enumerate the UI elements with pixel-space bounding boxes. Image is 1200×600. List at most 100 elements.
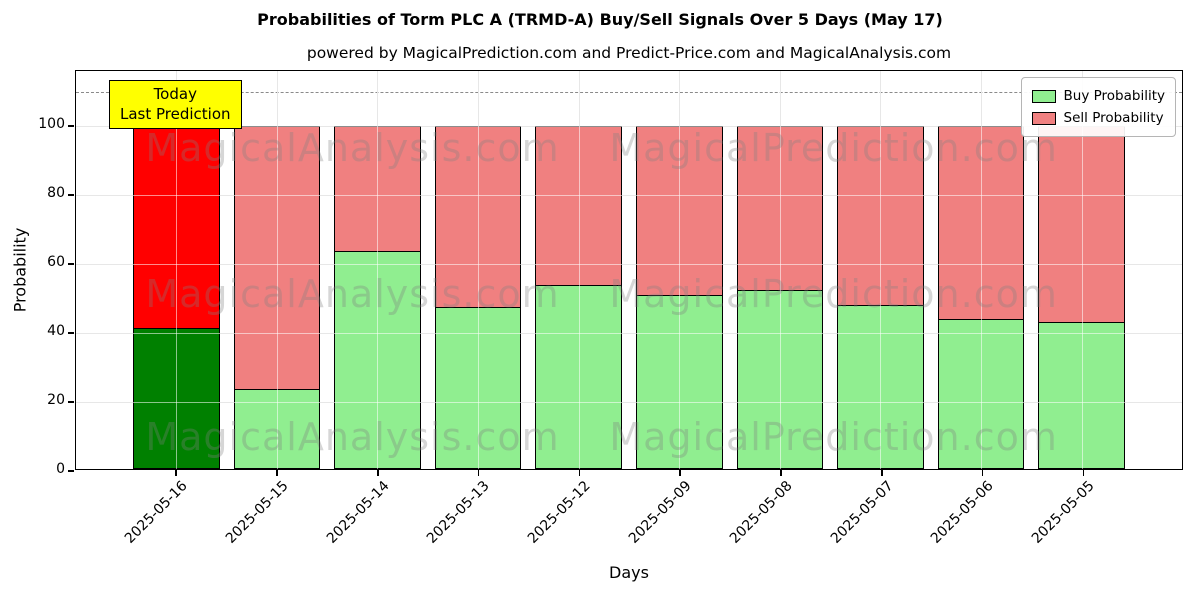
- y-tick-label: 40: [47, 323, 65, 340]
- legend-label-buy: Buy Probability: [1063, 88, 1165, 104]
- x-tick-label: 2025-05-14: [323, 478, 393, 547]
- bar: [736, 125, 824, 469]
- bar-buy-segment: [937, 319, 1025, 469]
- y-tick-label: 100: [38, 116, 65, 133]
- x-tick-label: 2025-05-05: [1029, 478, 1098, 547]
- buy-swatch-icon: [1031, 89, 1056, 103]
- y-tick-label: 20: [47, 392, 65, 409]
- bar-slot: [126, 71, 227, 469]
- y-tick-label: 0: [56, 461, 65, 477]
- bars-row: [76, 71, 1182, 469]
- watermark-text: MagicalAnalysis.com: [145, 125, 560, 170]
- vgrid-line-overlay: [578, 71, 580, 469]
- bar: [636, 125, 723, 469]
- y-tick: [68, 401, 74, 403]
- legend: Buy Probability Sell Probability: [1020, 77, 1176, 137]
- x-tick-label: 2025-05-12: [525, 478, 594, 547]
- y-tick: [68, 125, 74, 127]
- x-tick: [276, 470, 278, 476]
- bar: [434, 125, 522, 469]
- hgrid-line-overlay: [76, 126, 1182, 128]
- today-annotation: Today Last Prediction: [109, 80, 242, 129]
- vgrid-line-overlay: [176, 71, 178, 469]
- hgrid-line-overlay: [76, 333, 1182, 335]
- bar-sell-segment: [837, 125, 924, 307]
- vgrid-line-overlay: [981, 71, 983, 469]
- vgrid-line-overlay: [880, 71, 882, 469]
- bar-sell-segment: [233, 125, 321, 390]
- x-tick: [578, 470, 581, 476]
- x-tick-label: 2025-05-15: [222, 478, 292, 547]
- x-tick: [175, 470, 177, 476]
- vgrid-line-overlay: [478, 71, 480, 469]
- y-tick: [68, 332, 74, 334]
- vgrid-line-overlay: [276, 71, 278, 469]
- sell-swatch-icon: [1031, 111, 1056, 125]
- legend-row-buy: Buy Probability: [1031, 85, 1165, 107]
- x-tick: [1082, 470, 1085, 476]
- x-tick-label: 2025-05-06: [928, 478, 998, 547]
- watermark-text: MagicalPrediction.com: [609, 415, 1058, 460]
- bar-slot: [931, 71, 1032, 469]
- bar-buy-segment: [334, 251, 421, 469]
- bar-slot: [730, 71, 831, 469]
- bar-slot: [227, 71, 328, 469]
- vgrid-line-overlay: [1081, 71, 1083, 469]
- y-tick-label: 60: [47, 254, 65, 271]
- bar-buy-segment: [434, 307, 522, 469]
- bar-slot: [629, 71, 730, 469]
- bar-slot: [528, 71, 629, 469]
- bar: [133, 125, 220, 469]
- bar-sell-segment: [937, 125, 1025, 321]
- y-tick-label: 80: [47, 185, 65, 202]
- x-tick: [377, 470, 379, 476]
- bar-buy-segment: [837, 305, 924, 469]
- bar-sell-segment: [636, 125, 723, 297]
- chart-title: Probabilities of Torm PLC A (TRMD-A) Buy…: [257, 10, 943, 29]
- dashed-threshold-line: [76, 91, 1182, 93]
- bar: [233, 125, 321, 469]
- y-tick: [68, 470, 74, 472]
- bar-sell-segment: [133, 125, 220, 329]
- x-tick: [477, 470, 480, 476]
- y-tick: [68, 263, 74, 265]
- vgrid-line-overlay: [779, 71, 781, 469]
- x-axis-label: Days: [609, 563, 649, 582]
- bar-buy-segment: [1038, 322, 1125, 469]
- bar: [937, 125, 1025, 469]
- annotation-line1: Today: [153, 85, 197, 103]
- bar-buy-segment: [736, 290, 824, 469]
- bar: [535, 125, 622, 469]
- bar: [1038, 125, 1125, 469]
- x-tick: [881, 470, 883, 476]
- y-tick: [68, 194, 74, 196]
- bar-buy-segment: [535, 285, 622, 469]
- x-tick-label: 2025-05-09: [625, 478, 695, 547]
- vgrid-line-overlay: [377, 71, 379, 469]
- bar-sell-segment: [434, 125, 522, 309]
- bar-slot: [1031, 71, 1132, 469]
- legend-label-sell: Sell Probability: [1063, 110, 1164, 126]
- bar-slot: [830, 71, 931, 469]
- x-tick: [780, 470, 782, 476]
- hgrid-line-overlay: [76, 195, 1182, 197]
- x-tick-label: 2025-05-16: [121, 478, 191, 547]
- bar-buy-segment: [636, 295, 723, 469]
- watermark-text: MagicalPrediction.com: [609, 125, 1058, 170]
- x-tick-label: 2025-05-08: [726, 478, 796, 547]
- hgrid-line-overlay: [76, 264, 1182, 266]
- vgrid-line-overlay: [679, 71, 681, 469]
- x-tick-label: 2025-05-07: [827, 478, 897, 547]
- chart-subtitle: powered by MagicalPrediction.com and Pre…: [306, 44, 952, 62]
- watermark-text: MagicalPrediction.com: [609, 271, 1058, 316]
- x-tick-label: 2025-05-13: [424, 478, 494, 547]
- hgrid-line-overlay: [76, 402, 1182, 404]
- annotation-line2: Last Prediction: [120, 105, 231, 124]
- legend-row-sell: Sell Probability: [1031, 107, 1165, 129]
- bar-slot: [327, 71, 428, 469]
- watermark-text: MagicalAnalysis.com: [145, 415, 560, 460]
- x-tick: [981, 470, 984, 476]
- bar-slot: [428, 71, 529, 469]
- bar-buy-segment: [133, 327, 220, 469]
